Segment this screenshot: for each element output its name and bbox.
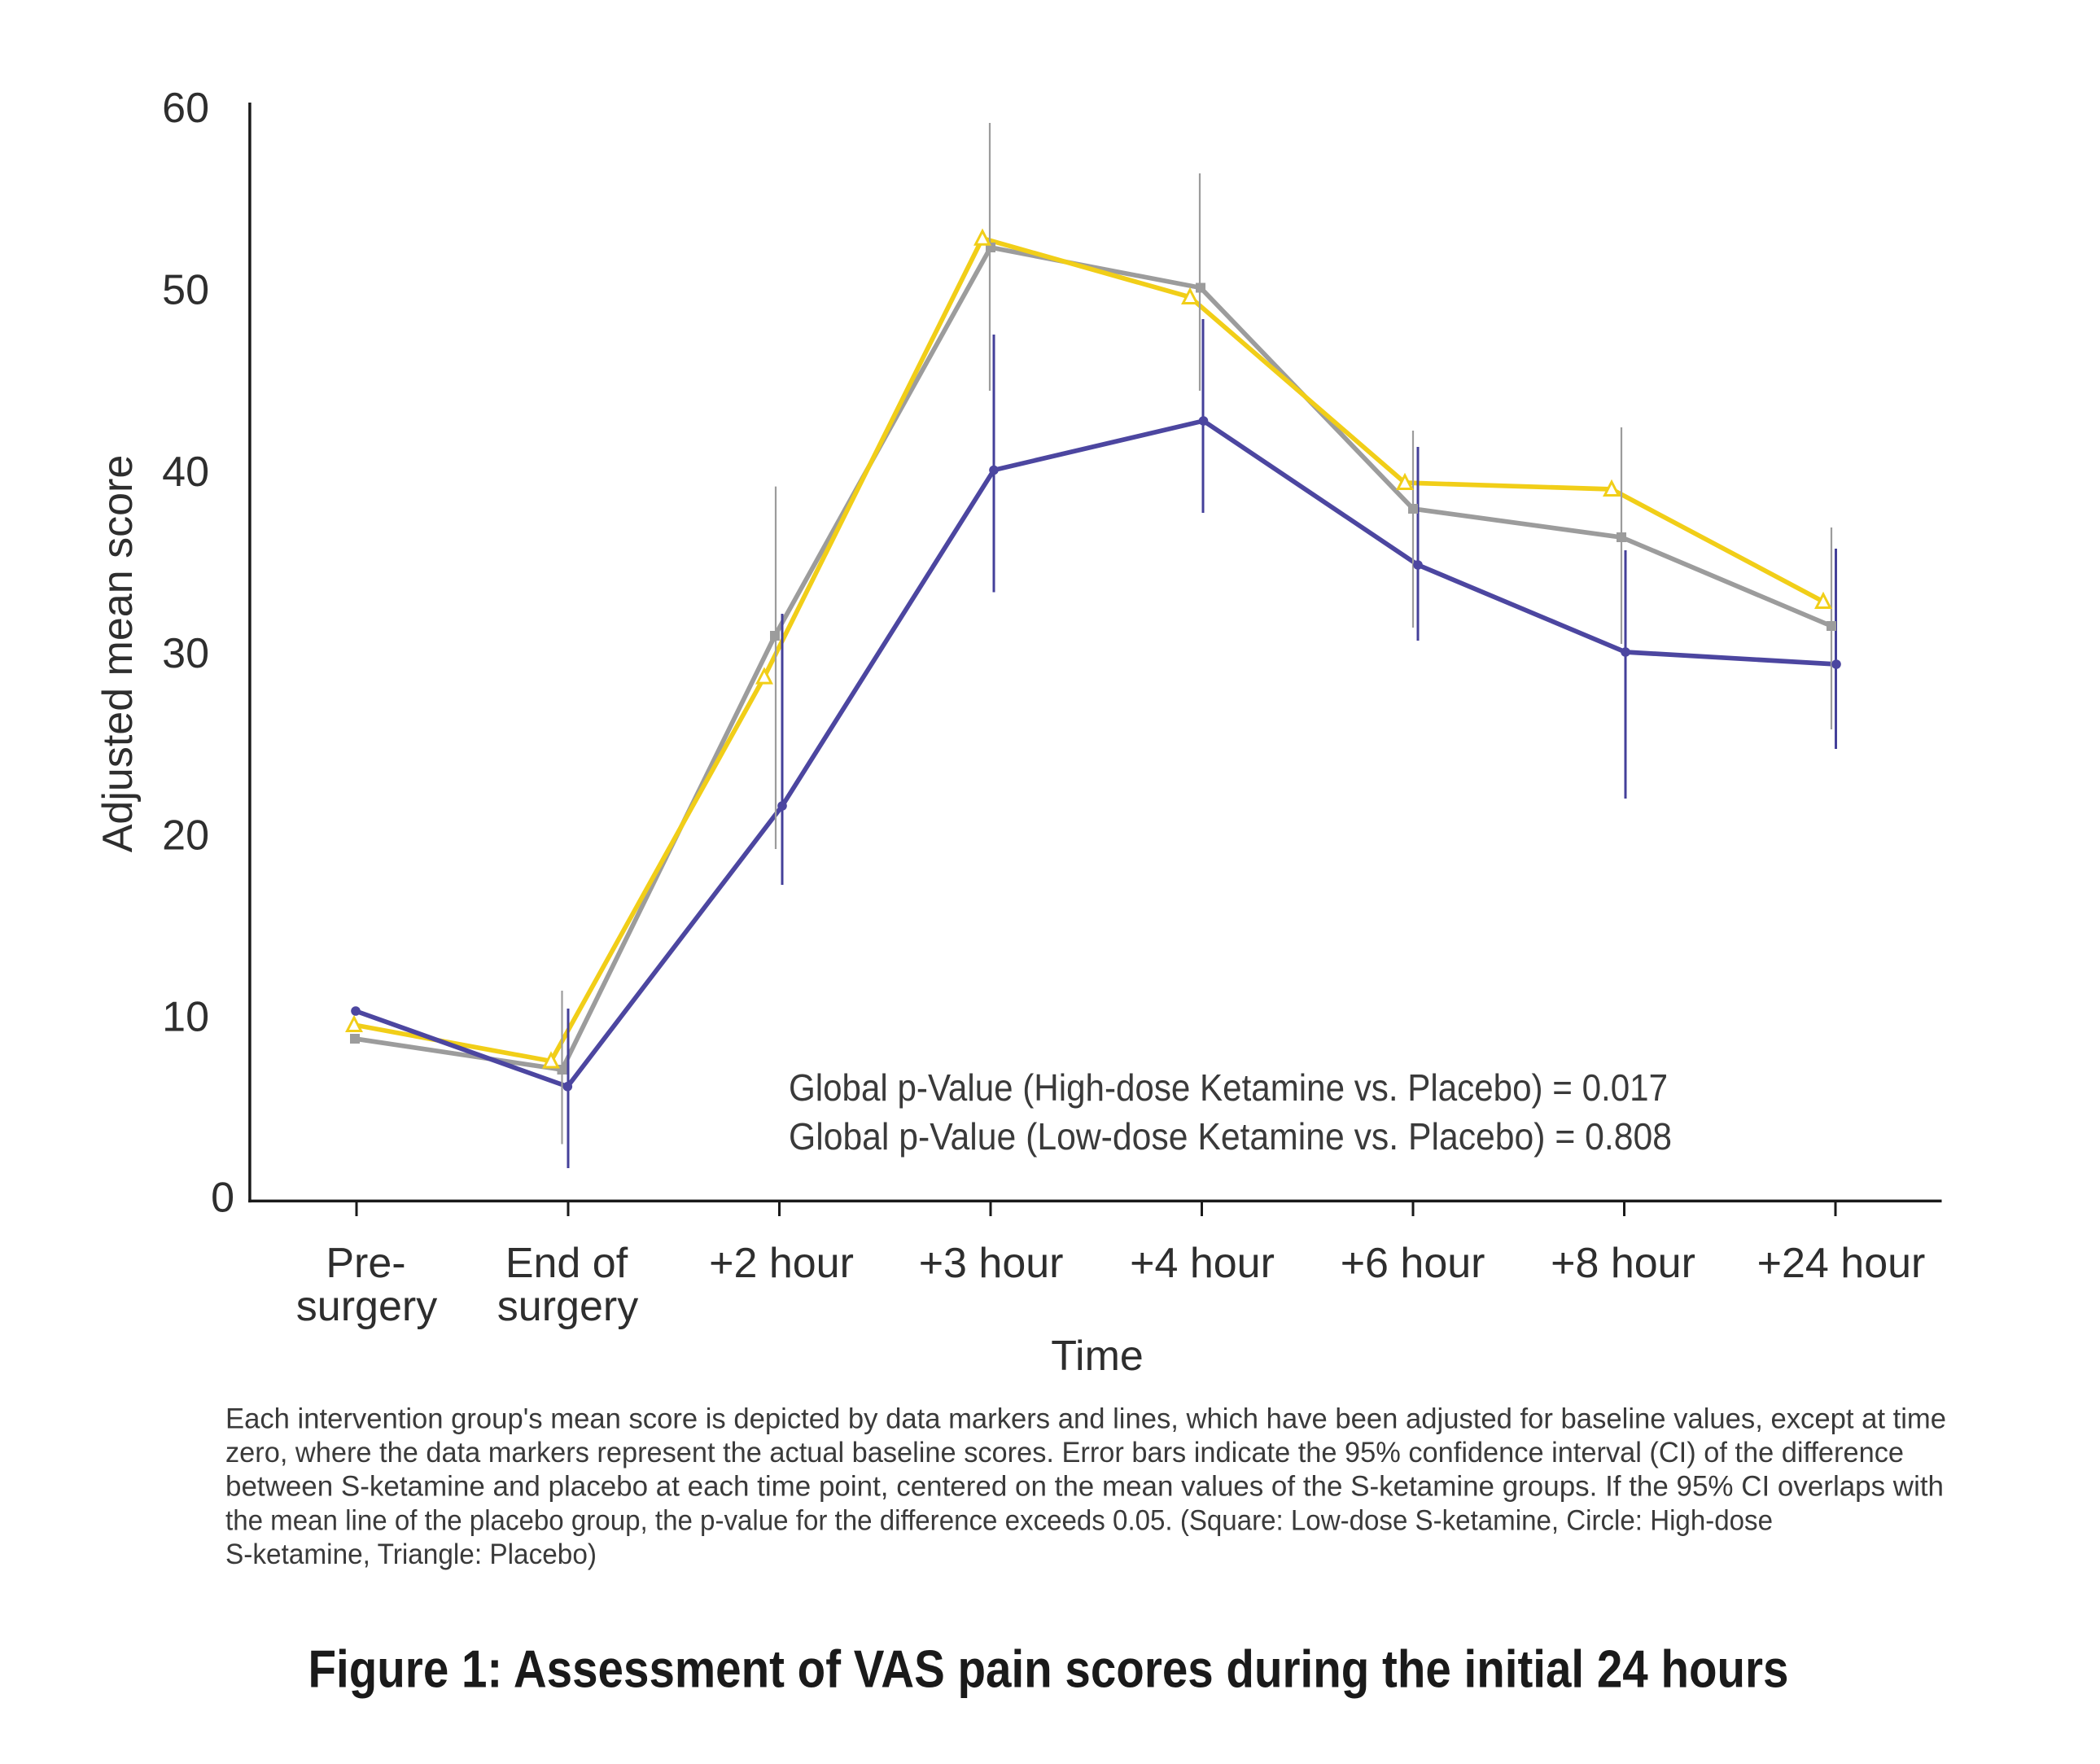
- svg-text:+2 hour: +2 hour: [709, 1240, 854, 1287]
- svg-text:Global p-Value (High-dose Keta: Global p-Value (High-dose Ketamine vs. P…: [789, 1066, 1668, 1109]
- svg-text:between S-ketamine and placebo: between S-ketamine and placebo at each t…: [225, 1471, 1944, 1503]
- svg-text:0: 0: [211, 1174, 234, 1221]
- svg-text:surgery: surgery: [296, 1283, 437, 1330]
- svg-text:the mean line of the placebo g: the mean line of the placebo group, the …: [225, 1504, 1773, 1536]
- svg-text:+6 hour: +6 hour: [1341, 1240, 1485, 1287]
- svg-text:+8 hour: +8 hour: [1551, 1240, 1695, 1287]
- svg-text:Global p-Value (Low-dose Ketam: Global p-Value (Low-dose Ketamine vs. Pl…: [789, 1115, 1672, 1158]
- svg-text:Figure 1: Assessment of VAS pa: Figure 1: Assessment of VAS pain scores …: [308, 1639, 1789, 1699]
- svg-text:Each intervention group's mean: Each intervention group's mean score is …: [225, 1403, 1946, 1435]
- svg-text:Adjusted mean score: Adjusted mean score: [94, 455, 142, 853]
- svg-text:+4 hour: +4 hour: [1130, 1240, 1275, 1287]
- svg-text:End of: End of: [505, 1240, 628, 1287]
- svg-text:+24 hour: +24 hour: [1757, 1240, 1926, 1287]
- svg-text:10: 10: [162, 994, 209, 1041]
- svg-text:20: 20: [162, 812, 209, 859]
- svg-text:surgery: surgery: [497, 1283, 638, 1330]
- svg-text:+3 hour: +3 hour: [919, 1240, 1064, 1287]
- svg-text:zero, where the data markers r: zero, where the data markers represent t…: [225, 1437, 1904, 1469]
- svg-text:30: 30: [162, 630, 209, 677]
- svg-text:Pre-: Pre-: [326, 1240, 405, 1287]
- svg-text:60: 60: [162, 85, 209, 132]
- svg-text:40: 40: [162, 449, 209, 496]
- svg-text:Time: Time: [1051, 1333, 1144, 1380]
- svg-text:S-ketamine, Triangle: Placebo): S-ketamine, Triangle: Placebo): [225, 1539, 597, 1570]
- svg-text:50: 50: [162, 267, 209, 314]
